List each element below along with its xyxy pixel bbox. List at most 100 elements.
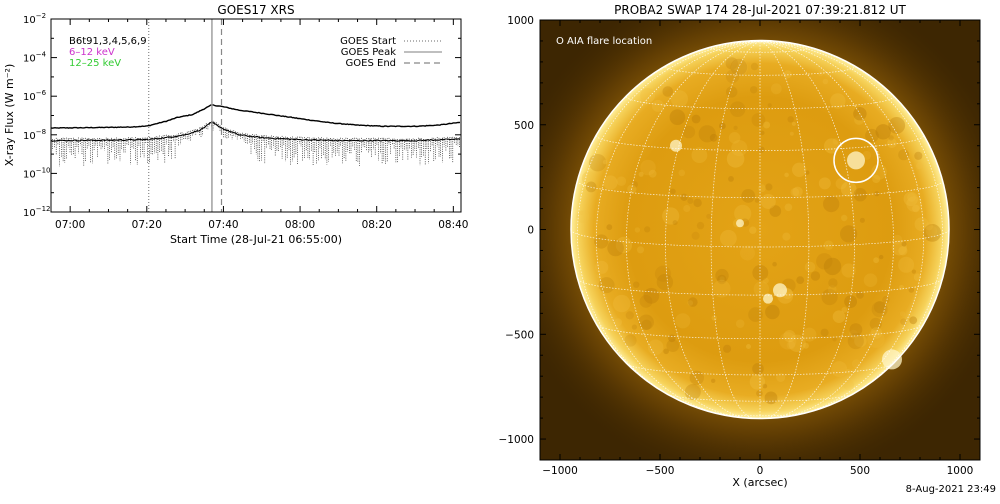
surface-blob — [633, 281, 640, 288]
surface-blob — [783, 330, 796, 343]
swap-x-tick-label: −1000 — [542, 465, 578, 477]
surface-blob — [759, 130, 765, 136]
surface-blob — [734, 204, 752, 222]
surface-blob — [823, 195, 840, 213]
surface-blob — [767, 103, 772, 108]
surface-blob — [625, 311, 634, 320]
surface-blob — [818, 177, 831, 190]
surface-blob — [879, 254, 884, 260]
surface-blob — [750, 86, 758, 94]
grid-line — [710, 40, 761, 419]
surface-blob — [847, 332, 864, 350]
surface-blob — [728, 176, 734, 182]
surface-blob — [791, 121, 796, 126]
surface-blob — [752, 363, 764, 375]
surface-blob — [754, 198, 760, 203]
surface-blob — [603, 175, 618, 190]
surface-blob — [823, 240, 834, 250]
goes-legend-label: GOES Peak — [341, 47, 396, 58]
surface-blob — [749, 226, 757, 234]
surface-blob — [711, 315, 718, 321]
active-region-glow — [736, 219, 744, 228]
surface-blob — [606, 224, 613, 231]
surface-blob — [873, 257, 879, 264]
surface-blob — [772, 261, 777, 267]
surface-blob — [871, 164, 887, 180]
active-region-glow — [763, 293, 773, 304]
grid-line — [665, 66, 855, 76]
surface-blob — [656, 273, 674, 291]
surface-blob — [762, 383, 768, 389]
surface-blob — [898, 149, 910, 161]
surface-blob — [912, 204, 920, 213]
swap-x-tick-label: 500 — [850, 465, 870, 477]
surface-blob — [849, 323, 863, 337]
surface-blob — [856, 291, 864, 299]
surface-blob — [638, 314, 654, 330]
swap-image-chart: PROBA2 SWAP 174 28-Jul-2021 07:39:21.812… — [498, 3, 981, 489]
surface-blob — [731, 140, 748, 157]
surface-blob — [769, 205, 782, 217]
surface-blob — [804, 261, 816, 273]
grid-line — [759, 40, 810, 419]
surface-blob — [830, 93, 846, 109]
surface-blob — [598, 277, 615, 294]
grid-line — [759, 40, 943, 408]
surface-blob — [670, 188, 676, 195]
surface-blob — [816, 253, 833, 270]
surface-blob — [717, 274, 727, 285]
surface-blob — [588, 154, 607, 172]
surface-blob — [900, 318, 907, 326]
grid-line — [714, 412, 806, 417]
swap-y-tick-label: −500 — [505, 329, 534, 341]
surface-blob — [616, 176, 627, 186]
surface-blob — [668, 334, 676, 343]
surface-blob — [662, 86, 674, 97]
surface-blob — [758, 146, 765, 153]
surface-blob — [873, 301, 886, 314]
surface-blob — [779, 332, 797, 350]
surface-blob — [820, 328, 829, 337]
surface-blob — [749, 374, 766, 390]
surface-blob — [899, 311, 906, 317]
swap-image: O AIA flare location — [540, 20, 980, 460]
surface-blob — [787, 116, 794, 123]
surface-blob — [678, 169, 686, 177]
surface-blob — [640, 159, 656, 176]
surface-blob — [871, 301, 888, 318]
surface-blob — [596, 273, 602, 279]
goes-event-lines — [148, 19, 223, 212]
surface-blob — [818, 71, 824, 77]
goes-series-long — [51, 104, 461, 129]
surface-blob — [594, 234, 609, 249]
surface-blob — [639, 295, 653, 308]
grid-line — [596, 324, 924, 340]
surface-blob — [725, 69, 740, 84]
surface-blob — [840, 225, 858, 243]
surface-blob — [822, 78, 829, 85]
goes-x-tick-label: 08:40 — [438, 219, 468, 231]
surface-blob — [907, 193, 916, 202]
goes-legend-label: GOES End — [346, 58, 396, 69]
goes-x-tick-label: 07:40 — [208, 219, 238, 231]
surface-blob — [669, 109, 686, 125]
surface-blob — [913, 273, 922, 281]
flare-legend-text: O AIA flare location — [556, 36, 652, 47]
goes-y-axis-label: X-ray Flux (W m⁻²) — [3, 64, 16, 166]
surface-blob — [788, 334, 806, 352]
surface-blob — [648, 169, 657, 178]
surface-blob — [854, 334, 867, 348]
surface-blob — [844, 295, 857, 308]
surface-blob — [691, 114, 701, 124]
active-region-glow — [670, 139, 682, 152]
surface-blob — [753, 281, 770, 297]
surface-blob — [741, 189, 756, 203]
goes-y-ticks: 10−2 10−4 10−6 10−8 10−10 10−12 — [23, 12, 461, 219]
surface-blob — [654, 265, 672, 282]
surface-blob — [607, 239, 624, 257]
goes-short-line — [51, 121, 461, 142]
surface-blob — [892, 234, 903, 245]
surface-blob — [887, 138, 897, 148]
surface-blob — [752, 264, 769, 281]
